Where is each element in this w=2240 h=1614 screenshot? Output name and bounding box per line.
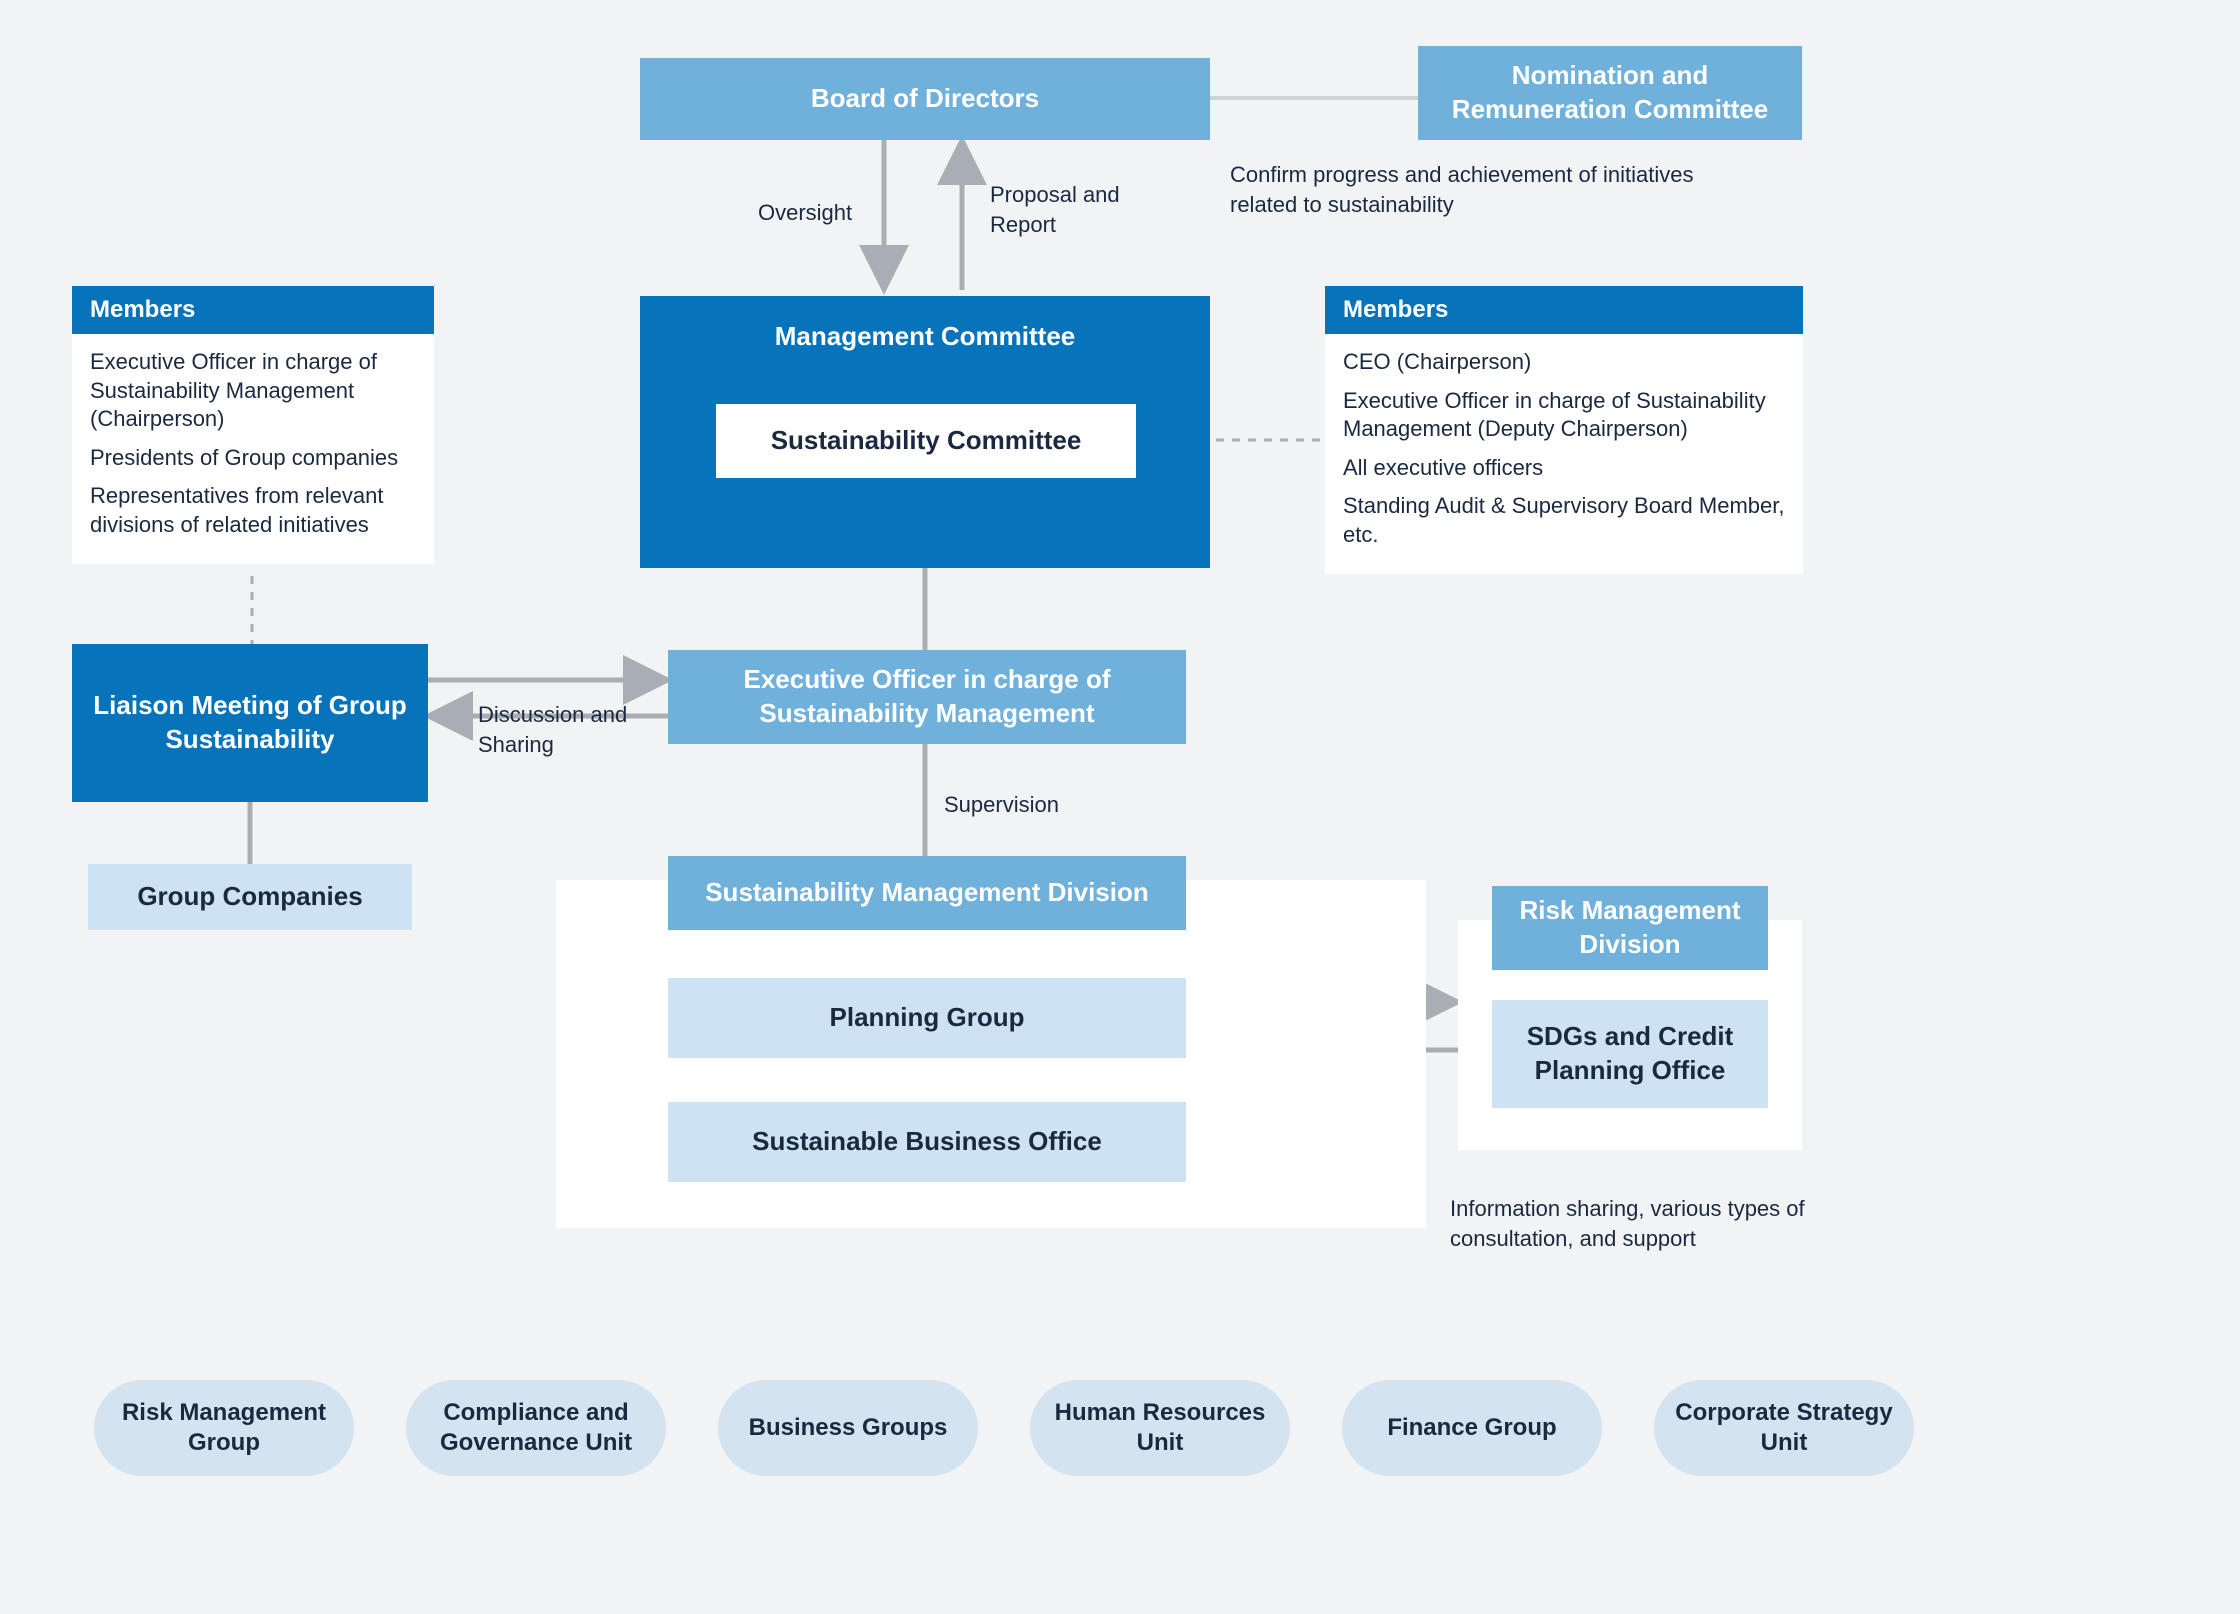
box-exec_officer: Executive Officer in charge of Sustainab… bbox=[668, 650, 1186, 744]
members-item: Executive Officer in charge of Sustainab… bbox=[1343, 387, 1785, 444]
members-item: All executive officers bbox=[1343, 454, 1785, 483]
pill-4: Finance Group bbox=[1342, 1380, 1602, 1476]
pill-1: Compliance and Governance Unit bbox=[406, 1380, 666, 1476]
label-info_sharing: Information sharing, various types of co… bbox=[1450, 1194, 1810, 1253]
pill-2: Business Groups bbox=[718, 1380, 978, 1476]
members-panel-left: Members Executive Officer in charge of S… bbox=[72, 286, 434, 564]
box-sustain_biz_office: Sustainable Business Office bbox=[668, 1102, 1186, 1182]
members-item: Representatives from relevant divisions … bbox=[90, 482, 416, 539]
members-header: Members bbox=[1325, 286, 1803, 334]
members-body: Executive Officer in charge of Sustainab… bbox=[72, 334, 434, 564]
members-panel-right: Members CEO (Chairperson) Executive Offic… bbox=[1325, 286, 1803, 574]
members-header: Members bbox=[72, 286, 434, 334]
label-oversight: Oversight bbox=[758, 198, 852, 228]
box-sustain_committee: Sustainability Committee bbox=[716, 404, 1136, 478]
label-confirm: Confirm progress and achievement of init… bbox=[1230, 160, 1700, 219]
box-board: Board of Directors bbox=[640, 58, 1210, 140]
label-supervision: Supervision bbox=[944, 790, 1059, 820]
members-item: Standing Audit & Supervisory Board Membe… bbox=[1343, 492, 1785, 549]
members-item: Presidents of Group companies bbox=[90, 444, 416, 473]
label-discussion: Discussion and Sharing bbox=[478, 700, 638, 759]
box-risk_mgmt_div: Risk Management Division bbox=[1492, 886, 1768, 970]
pill-3: Human Resources Unit bbox=[1030, 1380, 1290, 1476]
members-item: Executive Officer in charge of Sustainab… bbox=[90, 348, 416, 434]
members-item: CEO (Chairperson) bbox=[1343, 348, 1785, 377]
box-liaison: Liaison Meeting of Group Sustainability bbox=[72, 644, 428, 802]
box-planning_group: Planning Group bbox=[668, 978, 1186, 1058]
label-proposal: Proposal and Report bbox=[990, 180, 1160, 239]
box-sdgs_office: SDGs and Credit Planning Office bbox=[1492, 1000, 1768, 1108]
pill-5: Corporate Strategy Unit bbox=[1654, 1380, 1914, 1476]
box-sustain_division: Sustainability Management Division bbox=[668, 856, 1186, 930]
connectors-layer bbox=[0, 0, 2240, 1614]
members-body: CEO (Chairperson) Executive Officer in ch… bbox=[1325, 334, 1803, 574]
box-group_companies: Group Companies bbox=[88, 864, 412, 930]
box-nomination: Nomination and Remuneration Committee bbox=[1418, 46, 1802, 140]
pill-0: Risk Management Group bbox=[94, 1380, 354, 1476]
